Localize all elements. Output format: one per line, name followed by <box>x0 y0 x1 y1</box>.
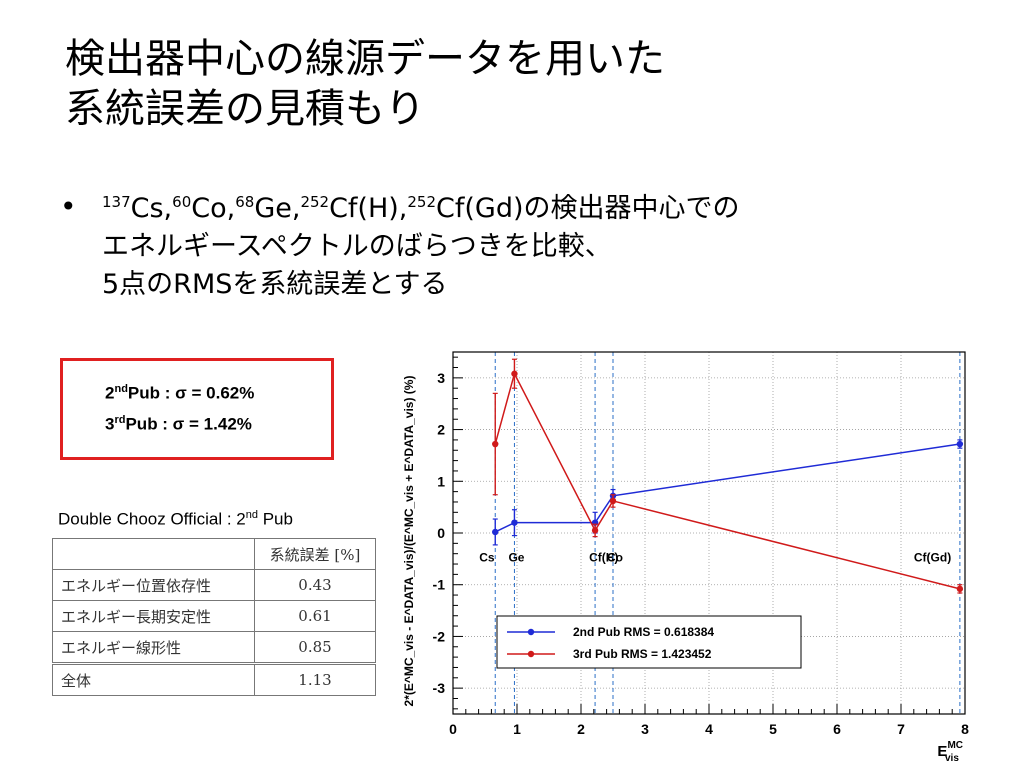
sigma-summary-box: 2ndPub : σ = 0.62% 3rdPub : σ = 1.42% <box>60 358 334 460</box>
pub3-sigma: 3rdPub : σ = 1.42% <box>105 414 252 434</box>
x-tick-label: 0 <box>449 721 457 737</box>
slide-title: 検出器中心の線源データを用いた 系統誤差の見積もり <box>65 34 665 134</box>
isotope-name: Ge, <box>254 193 301 224</box>
x-tick-label: 6 <box>833 721 841 737</box>
systematics-table: 系統誤差 [%] エネルギー位置依存性 0.43 エネルギー長期安定性 0.61… <box>52 538 376 696</box>
table-cell: 0.85 <box>254 631 376 664</box>
x-axis-label-sup: MC <box>947 740 963 751</box>
table-header-row: 系統誤差 [%] <box>52 538 376 570</box>
table-row: エネルギー長期安定性 0.61 <box>52 600 376 632</box>
x-axis-label: EMC vis <box>937 740 963 764</box>
bullet-dot: • <box>60 190 77 223</box>
y-tick-label: -1 <box>433 577 446 593</box>
table-row: エネルギー位置依存性 0.43 <box>52 569 376 601</box>
source-label: Cf(H) <box>589 550 618 564</box>
chart-background <box>395 340 985 766</box>
data-point <box>956 440 964 448</box>
legend-marker <box>527 650 535 658</box>
legend-label: 2nd Pub RMS = 0.618384 <box>573 625 714 639</box>
data-point <box>492 528 499 536</box>
table-caption: Double Chooz Official : 2nd Pub <box>58 509 293 529</box>
isotope-name: Cf(Gd) <box>436 193 524 224</box>
isotope-mass-number: 252 <box>300 193 330 211</box>
isotope-name: Cs, <box>130 193 173 224</box>
legend-marker <box>527 628 535 636</box>
x-tick-label: 4 <box>705 721 713 737</box>
bullet-line-2: エネルギースペクトルのばらつきを比較、 <box>102 231 612 262</box>
data-point <box>591 527 599 534</box>
x-tick-label: 7 <box>897 721 905 737</box>
isotope-mass-number: 60 <box>172 193 192 211</box>
data-point <box>609 497 617 505</box>
x-tick-label: 2 <box>577 721 585 737</box>
axis-ticks: 0 1 2 3 4 5 6 7 8 -3 -2 -1 0 1 2 3 <box>433 356 969 737</box>
pub2-sigma: 2ndPub : σ = 0.62% <box>105 383 255 403</box>
y-tick-label: 2 <box>437 422 445 438</box>
table-header-cell: 系統誤差 [%] <box>254 538 376 570</box>
y-axis-label: 2*(E^MC_vis - E^DATA_vis)/(E^MC_vis + E^… <box>402 376 416 707</box>
chart-series <box>492 358 964 594</box>
table-cell: 全体 <box>52 662 255 696</box>
y-tick-label: 0 <box>437 525 445 541</box>
y-tick-label: -2 <box>433 628 446 644</box>
legend-label: 3rd Pub RMS = 1.423452 <box>573 647 712 661</box>
source-label: Cs <box>479 550 495 564</box>
x-tick-label: 3 <box>641 721 649 737</box>
table-cell: エネルギー長期安定性 <box>52 600 255 632</box>
table-cell: エネルギー位置依存性 <box>52 569 255 601</box>
x-axis-label-main: E <box>937 743 947 760</box>
bullet-text: 137Cs,60Co,68Ge,252Cf(H),252Cf(Gd)の検出器中心… <box>102 190 740 304</box>
source-label: Cf(Gd) <box>914 550 951 564</box>
table-cell: 0.61 <box>254 600 376 632</box>
table-cell: 1.13 <box>254 662 376 696</box>
y-tick-label: 3 <box>437 370 445 386</box>
bullet-line-1: 137Cs,60Co,68Ge,252Cf(H),252Cf(Gd)の検出器中心… <box>102 193 740 224</box>
table-cell: 0.43 <box>254 569 376 601</box>
residual-chart: Cs Ge Cf(H)Co Cf(Gd) 0 1 2 3 4 5 6 7 8 -3 -2 -1 0 1 2 3 2n… <box>395 340 985 766</box>
isotope-name: Cf(H), <box>329 193 408 224</box>
data-point <box>492 440 499 448</box>
isotope-name: Co, <box>191 193 236 224</box>
data-point <box>511 370 518 377</box>
table-header-cell <box>52 538 255 570</box>
isotope-mass-number: 68 <box>235 193 255 211</box>
x-tick-label: 1 <box>513 721 521 737</box>
table-row: エネルギー線形性 0.85 <box>52 631 376 664</box>
chart-legend: 2nd Pub RMS = 0.618384 3rd Pub RMS = 1.42… <box>496 615 802 669</box>
y-tick-label: 1 <box>437 473 445 489</box>
source-label: Ge <box>508 550 524 564</box>
y-tick-label: -3 <box>433 680 446 696</box>
axis-labels: EMC vis 2*(E^MC_vis - E^DATA_vis)/(E^MC_vi… <box>402 376 963 764</box>
legend-box <box>496 615 802 669</box>
bullet-line-3: 5点のRMSを系統誤差とする <box>102 269 448 300</box>
x-tick-label: 8 <box>961 721 969 737</box>
x-axis-label-sub: vis <box>945 753 959 764</box>
title-line-2: 系統誤差の見積もり <box>65 86 425 132</box>
table-cell: エネルギー線形性 <box>52 631 255 664</box>
title-line-1: 検出器中心の線源データを用いた <box>65 36 665 82</box>
isotope-mass-number: 137 <box>102 193 131 211</box>
data-point <box>956 585 964 593</box>
x-tick-label: 5 <box>769 721 777 737</box>
data-point <box>511 519 518 526</box>
source-label: Co <box>607 550 623 564</box>
isotope-mass-number: 252 <box>407 193 437 211</box>
table-total-row: 全体 1.13 <box>52 662 376 696</box>
